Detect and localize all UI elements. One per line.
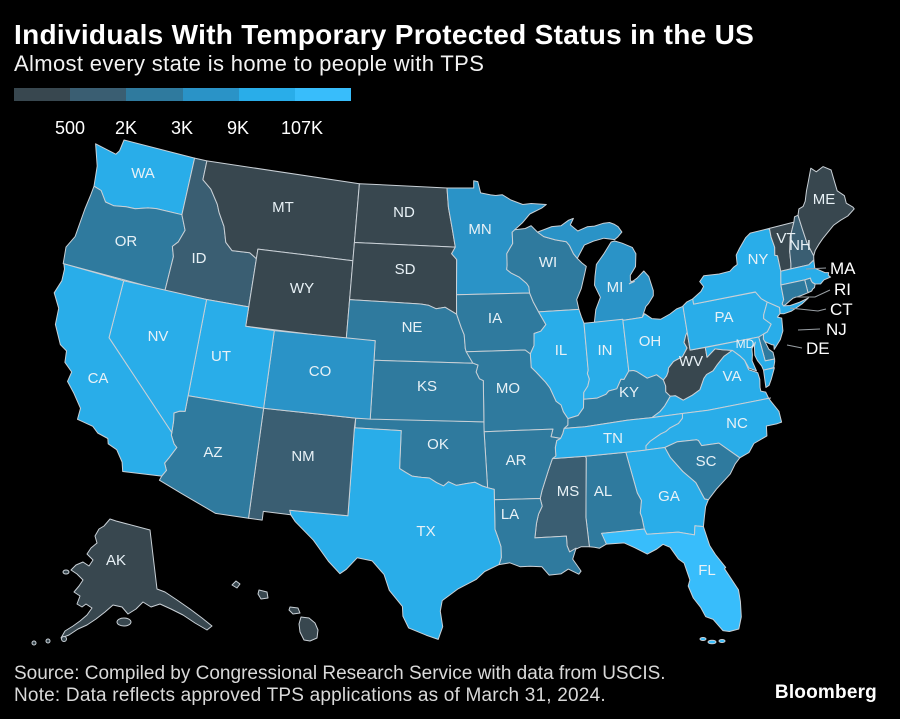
svg-text:NH: NH <box>789 237 811 254</box>
svg-text:GA: GA <box>658 488 680 505</box>
svg-text:WA: WA <box>131 165 155 182</box>
svg-text:WI: WI <box>539 254 557 271</box>
svg-text:NJ: NJ <box>826 320 847 339</box>
svg-text:IL: IL <box>555 342 568 359</box>
svg-text:VT: VT <box>776 230 795 247</box>
svg-text:WY: WY <box>290 280 314 297</box>
svg-text:TX: TX <box>416 523 435 540</box>
svg-text:VA: VA <box>723 368 742 385</box>
svg-text:SD: SD <box>395 261 416 278</box>
svg-text:PA: PA <box>715 309 734 326</box>
svg-text:OR: OR <box>115 233 138 250</box>
svg-text:FL: FL <box>698 562 716 579</box>
svg-text:IA: IA <box>488 310 502 327</box>
svg-text:TN: TN <box>603 430 623 447</box>
svg-text:AZ: AZ <box>203 444 222 461</box>
svg-text:ME: ME <box>813 191 836 208</box>
svg-text:CO: CO <box>309 363 332 380</box>
svg-text:IN: IN <box>598 342 613 359</box>
svg-text:MS: MS <box>557 483 580 500</box>
svg-text:ID: ID <box>192 250 207 267</box>
svg-text:NE: NE <box>402 319 423 336</box>
svg-text:CA: CA <box>88 370 109 387</box>
svg-text:OH: OH <box>639 333 662 350</box>
svg-text:SC: SC <box>696 453 717 470</box>
svg-text:CT: CT <box>830 300 853 319</box>
svg-text:ND: ND <box>393 204 415 221</box>
svg-text:MO: MO <box>496 380 520 397</box>
svg-text:NV: NV <box>148 328 169 345</box>
svg-text:LA: LA <box>501 506 519 523</box>
svg-text:WV: WV <box>679 353 703 370</box>
svg-text:NM: NM <box>291 448 314 465</box>
svg-text:NY: NY <box>748 251 769 268</box>
svg-text:UT: UT <box>211 348 231 365</box>
svg-text:KY: KY <box>619 384 639 401</box>
svg-text:MI: MI <box>607 279 624 296</box>
svg-text:AL: AL <box>594 483 612 500</box>
svg-text:MA: MA <box>830 259 856 278</box>
svg-text:MD: MD <box>736 337 755 351</box>
svg-text:OK: OK <box>427 436 449 453</box>
svg-text:KS: KS <box>417 378 437 395</box>
svg-text:AK: AK <box>106 552 126 569</box>
svg-text:RI: RI <box>834 280 851 299</box>
svg-text:MN: MN <box>468 221 491 238</box>
svg-text:AR: AR <box>506 452 527 469</box>
svg-text:DE: DE <box>806 339 830 358</box>
svg-text:NC: NC <box>726 415 748 432</box>
svg-text:MT: MT <box>272 199 294 216</box>
